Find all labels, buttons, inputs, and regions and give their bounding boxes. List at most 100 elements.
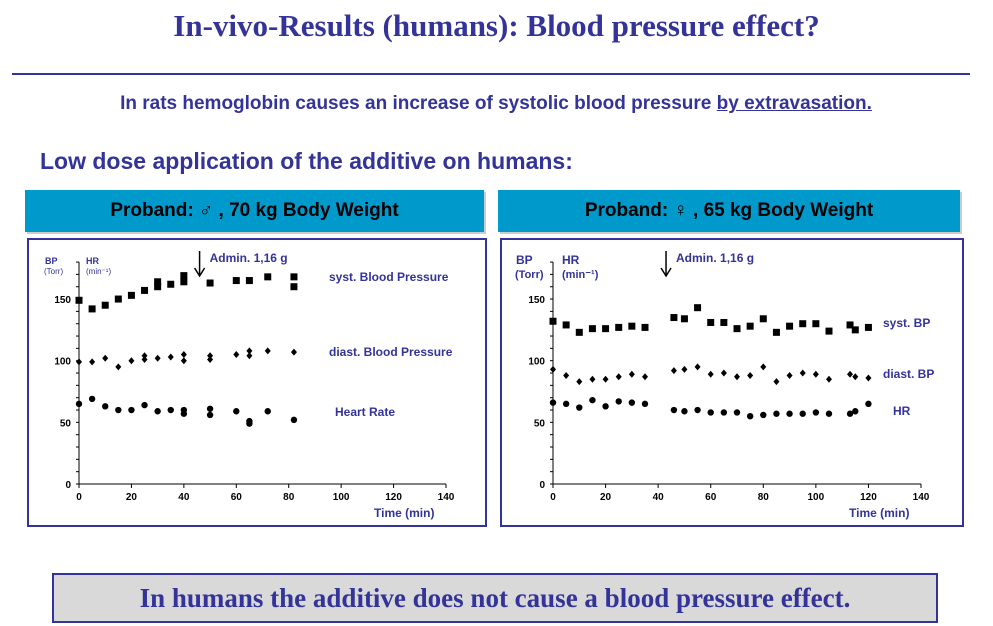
series-label: syst. Blood Pressure (329, 270, 449, 284)
diastolic-point (628, 370, 635, 378)
systolic-point (602, 325, 610, 333)
systolic-point (114, 295, 122, 303)
y-tick-label: 100 (54, 357, 71, 368)
diastolic-point (180, 357, 187, 365)
heart-rate-point (128, 406, 135, 414)
diastolic-point (246, 352, 253, 360)
systolic-point (628, 322, 636, 330)
heart-rate-point (154, 408, 161, 415)
diastolic-point (694, 363, 701, 371)
systolic-point (799, 320, 807, 328)
heart-rate-point (562, 400, 570, 408)
heart-rate-point (88, 395, 96, 403)
heart-rate-point (180, 410, 188, 417)
diastolic-point (865, 374, 872, 382)
diastolic-point (141, 352, 148, 360)
male-proband-header: Proband: ♂ , 70 kg Body Weight (25, 190, 484, 232)
title-divider (12, 73, 970, 75)
heart-rate-point (264, 408, 271, 415)
heart-rate-point (141, 401, 148, 409)
systolic-point (290, 273, 298, 281)
heart-rate-point (102, 403, 109, 410)
heart-rate-point (206, 411, 214, 419)
systolic-point (127, 291, 135, 299)
diastolic-point (773, 378, 780, 386)
admin-arrowhead-icon (193, 267, 206, 278)
systolic-point (720, 318, 728, 326)
diastolic-point (602, 375, 609, 383)
series-label: syst. BP (883, 316, 930, 330)
heart-rate-point (167, 406, 174, 414)
heart-rate-point (786, 410, 793, 417)
y-tick-label: 150 (528, 295, 545, 306)
y-unit-hr: (min⁻¹) (86, 267, 111, 276)
female-proband-header: Proband: ♀ , 65 kg Body Weight (498, 190, 960, 232)
x-tick-label: 0 (76, 492, 82, 503)
diastolic-point (563, 371, 570, 379)
systolic-point (680, 315, 688, 323)
heart-rate-point (799, 410, 806, 417)
diastolic-point (642, 373, 648, 381)
diastolic-point (812, 370, 819, 378)
diastolic-point (760, 363, 767, 371)
series-label: HR (893, 404, 911, 418)
systolic-point (694, 304, 702, 312)
y-unit-hr: (min⁻¹) (562, 269, 599, 281)
x-tick-label: 20 (126, 492, 138, 503)
heart-rate-point (760, 411, 767, 419)
diastolic-point (826, 375, 832, 383)
heart-rate-point (615, 398, 622, 405)
y-label-hr: HR (562, 253, 580, 267)
heart-rate-point (233, 408, 240, 415)
diastolic-point (576, 378, 583, 386)
heart-rate-point (246, 420, 253, 427)
systolic-point (733, 325, 741, 333)
male-chart-panel: 0 50 100 150 0 20 40 60 80 100 120 140 BP (Torr) HR (mi… (27, 238, 487, 527)
subtitle: In rats hemoglobin causes an increase of… (20, 93, 972, 115)
systolic-point (615, 323, 623, 331)
heart-rate-point (681, 408, 688, 415)
diastolic-point (290, 348, 297, 356)
diastolic-point (670, 367, 677, 375)
x-tick-label: 140 (913, 492, 930, 503)
x-tick-label: 40 (653, 492, 665, 503)
heart-rate-point (641, 400, 649, 408)
heart-rate-point (846, 410, 854, 417)
systolic-point (206, 279, 214, 287)
diastolic-point (852, 373, 859, 381)
admin-annotation: Admin. 1,16 g (210, 251, 288, 265)
subtitle-underlined: by extravasation. (716, 93, 872, 114)
y-label-bp: BP (516, 253, 533, 267)
heart-rate-point (694, 406, 701, 414)
systolic-point (825, 327, 833, 335)
diastolic-point (180, 351, 187, 359)
y-unit-bp: (Torr) (515, 269, 544, 281)
systolic-point (812, 320, 820, 328)
heart-rate-point (773, 410, 780, 417)
x-tick-label: 0 (550, 492, 556, 503)
systolic-point (864, 323, 872, 331)
y-label-bp: BP (45, 256, 58, 266)
x-tick-label: 20 (600, 492, 612, 503)
systolic-point (180, 272, 188, 280)
diastolic-point (102, 354, 109, 362)
subtitle-text: In rats hemoglobin causes an increase of… (120, 93, 717, 114)
diastolic-point (747, 371, 754, 379)
diastolic-point (115, 363, 122, 371)
admin-arrowhead-icon (660, 267, 672, 278)
diastolic-point (786, 371, 793, 379)
systolic-point (575, 328, 583, 336)
systolic-point (141, 286, 149, 294)
diastolic-point (799, 369, 806, 377)
series-label: diast. BP (883, 367, 934, 381)
heart-rate-point (602, 403, 609, 410)
heart-rate-point (75, 400, 83, 408)
heart-rate-point (865, 400, 872, 408)
x-tick-label: 120 (385, 492, 402, 503)
x-tick-label: 80 (283, 492, 295, 503)
systolic-point (245, 277, 253, 285)
diastolic-point (589, 375, 596, 383)
section-heading: Low dose application of the additive on … (40, 148, 573, 174)
y-tick-label: 50 (534, 418, 546, 429)
